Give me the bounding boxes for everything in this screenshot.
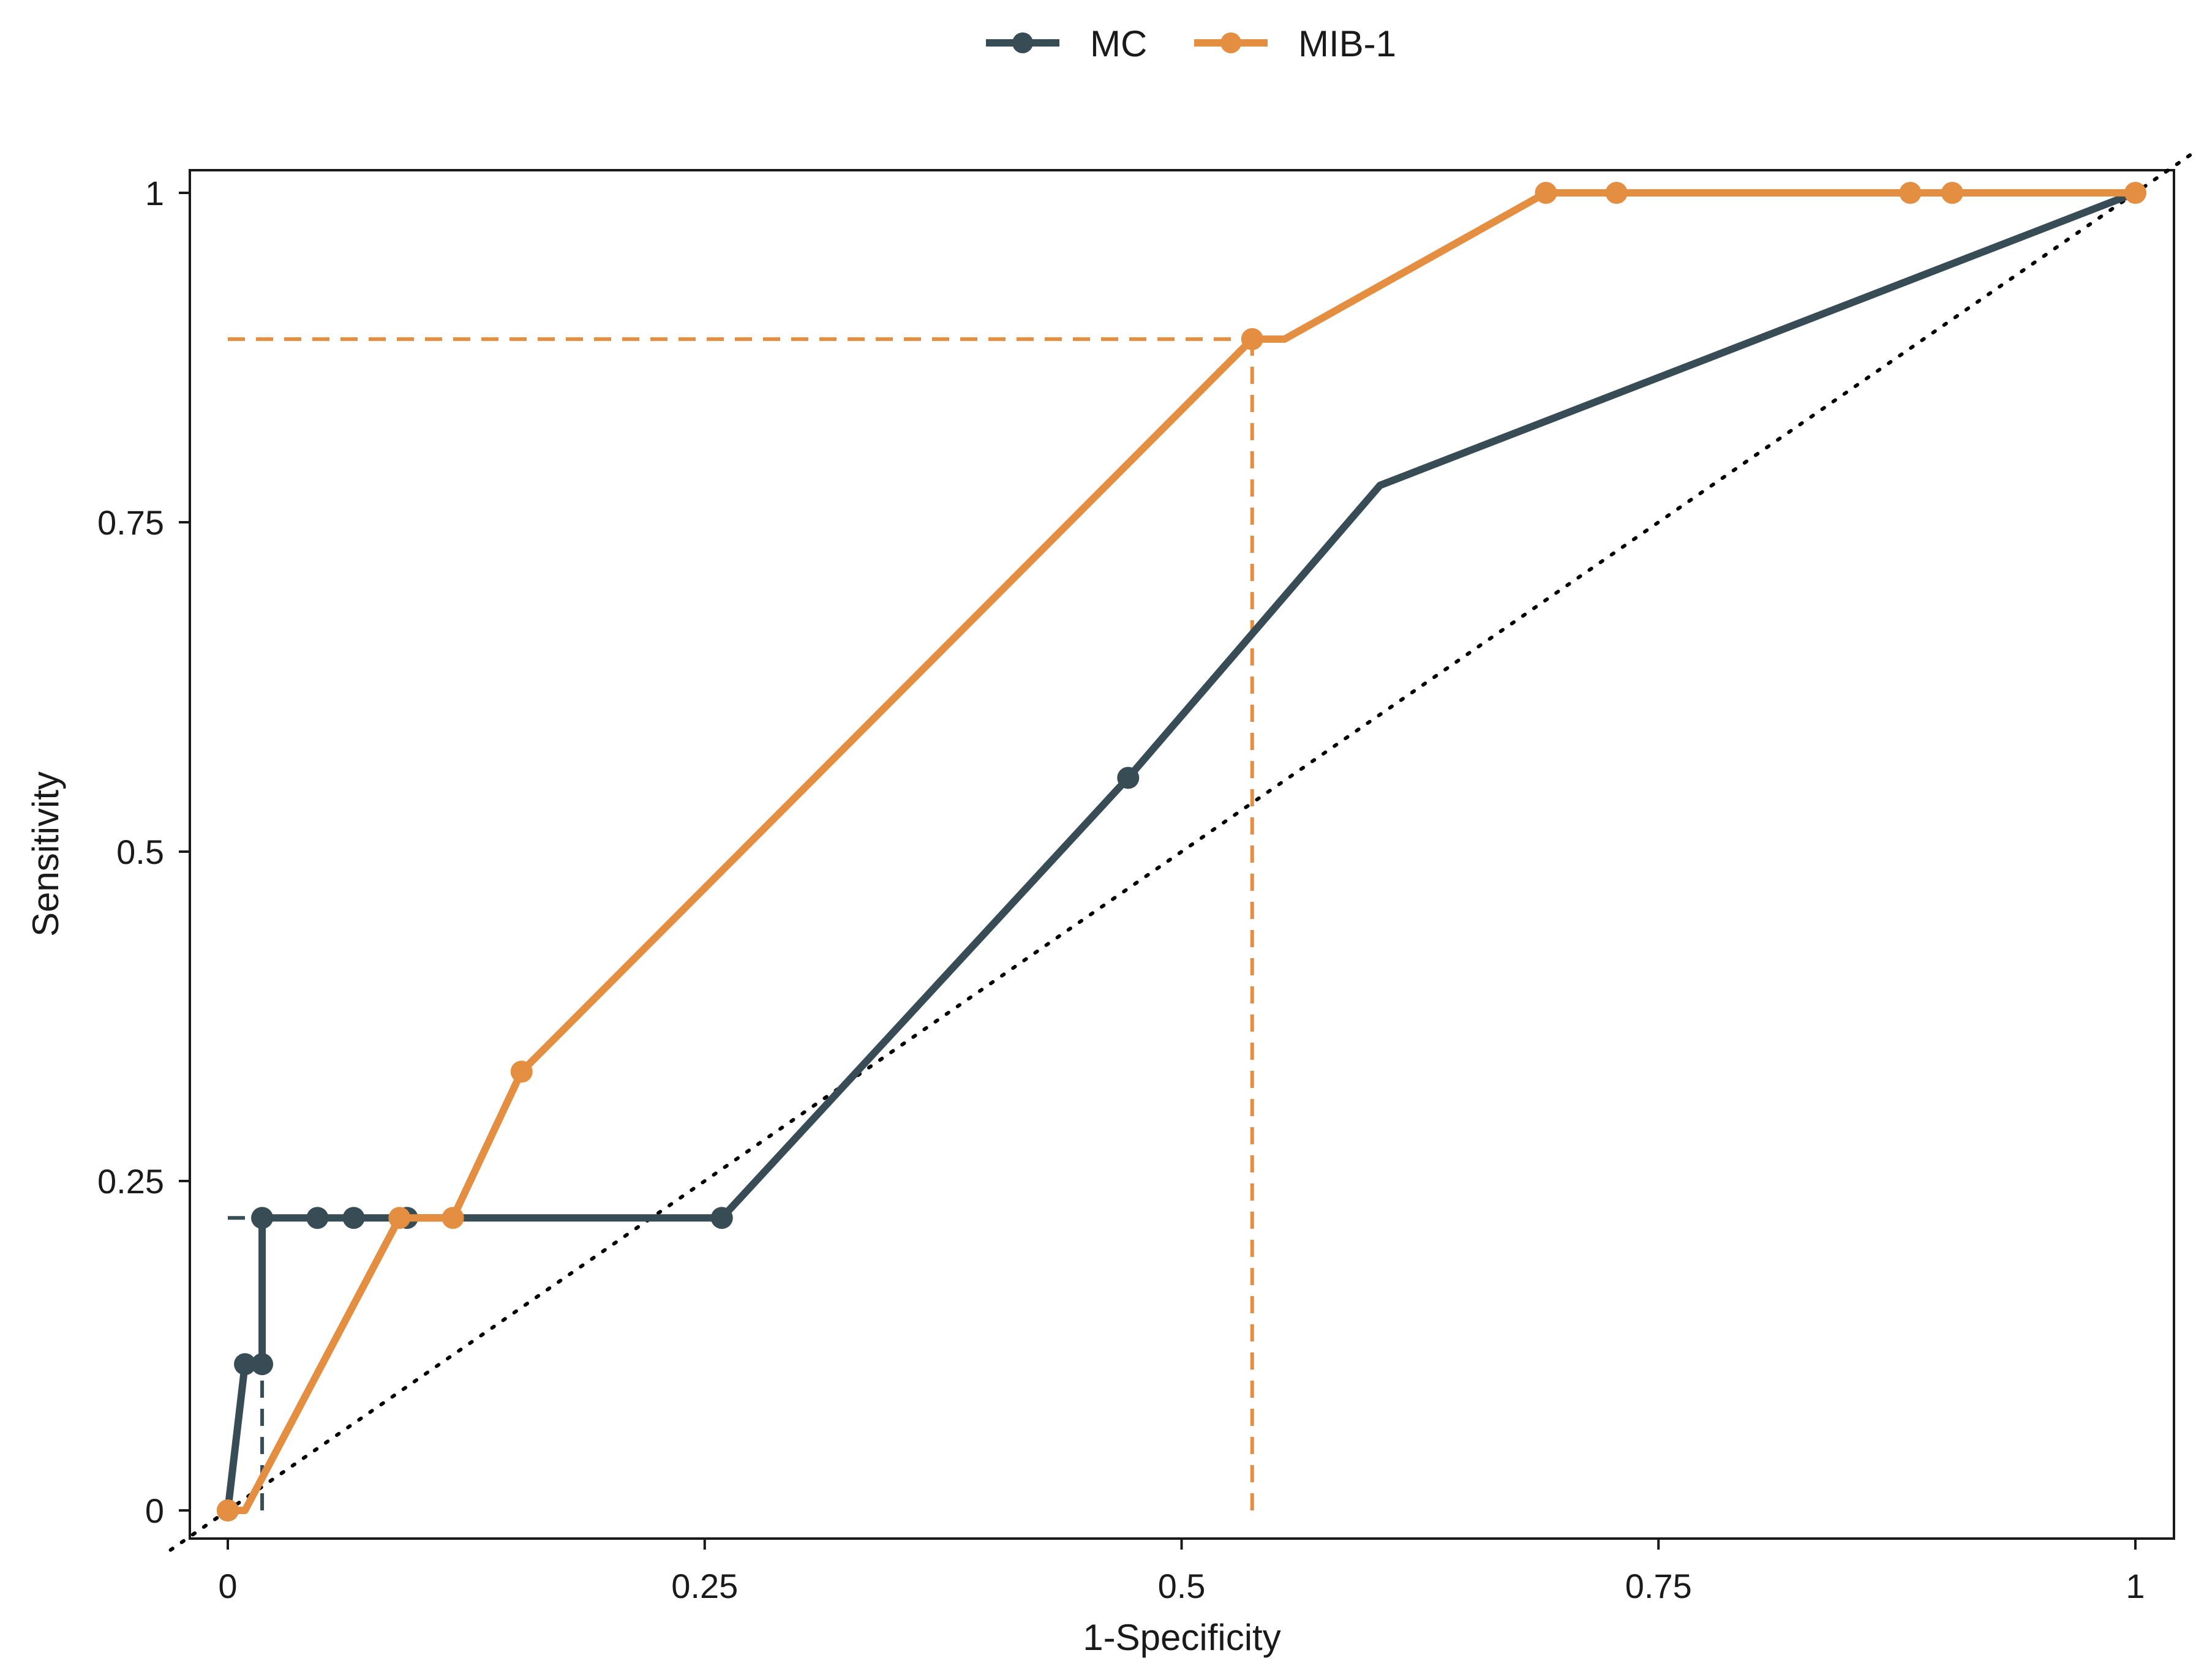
y-tick-label-0: 0	[145, 1491, 164, 1530]
optimal-cutoff-lines	[228, 337, 1254, 1510]
point-mib1-5	[1535, 182, 1557, 204]
point-mc-3	[251, 1207, 274, 1229]
y-axis-title: Sensitivity	[25, 771, 66, 937]
point-mc-1	[234, 1353, 257, 1376]
y-tick-label-1: 0.25	[97, 1162, 164, 1201]
point-mib1-1	[388, 1207, 411, 1229]
y-tick-label-4: 1	[145, 174, 164, 212]
point-mc-8	[1117, 767, 1140, 789]
series-layer	[217, 182, 2146, 1521]
point-mib1-2	[442, 1207, 464, 1229]
x-tick-label-2: 0.5	[1158, 1567, 1206, 1605]
x-axis: 0 0.25 0.5 0.75 1	[218, 1539, 2145, 1605]
reference-diagonal	[168, 151, 2195, 1552]
y-tick-label-3: 0.75	[97, 503, 164, 542]
point-mc-2	[251, 1353, 274, 1376]
x-tick-label-1: 0.25	[671, 1567, 738, 1605]
legend: MC MIB-1	[986, 23, 1396, 64]
series-mib1	[217, 182, 2146, 1521]
point-mib1-8	[1941, 182, 1963, 204]
y-axis: 0 0.25 0.5 0.75 1	[97, 174, 190, 1530]
point-mib1-0	[217, 1499, 239, 1521]
x-tick-label-3: 0.75	[1625, 1567, 1692, 1605]
point-mib1-7	[1899, 182, 1922, 204]
point-mib1-9	[2124, 182, 2146, 204]
x-tick-label-4: 1	[2126, 1567, 2145, 1605]
legend-label-mib1: MIB-1	[1298, 23, 1396, 64]
legend-label-mc: MC	[1090, 23, 1147, 64]
legend-marker-mib1	[1220, 32, 1241, 53]
y-tick-label-2: 0.5	[116, 833, 164, 871]
plot-frame	[189, 169, 2175, 1540]
x-axis-title: 1-Specificity	[1083, 1617, 1280, 1658]
point-mib1-3	[510, 1060, 533, 1083]
point-mc-7	[710, 1207, 733, 1229]
x-tick-label-0: 0	[218, 1567, 237, 1605]
legend-marker-mc	[1012, 32, 1033, 53]
point-mib1-6	[1605, 182, 1628, 204]
reference-line	[168, 151, 2195, 1552]
point-mc-5	[342, 1207, 365, 1229]
point-mib1-4	[1241, 328, 1263, 350]
point-mc-4	[306, 1207, 329, 1229]
